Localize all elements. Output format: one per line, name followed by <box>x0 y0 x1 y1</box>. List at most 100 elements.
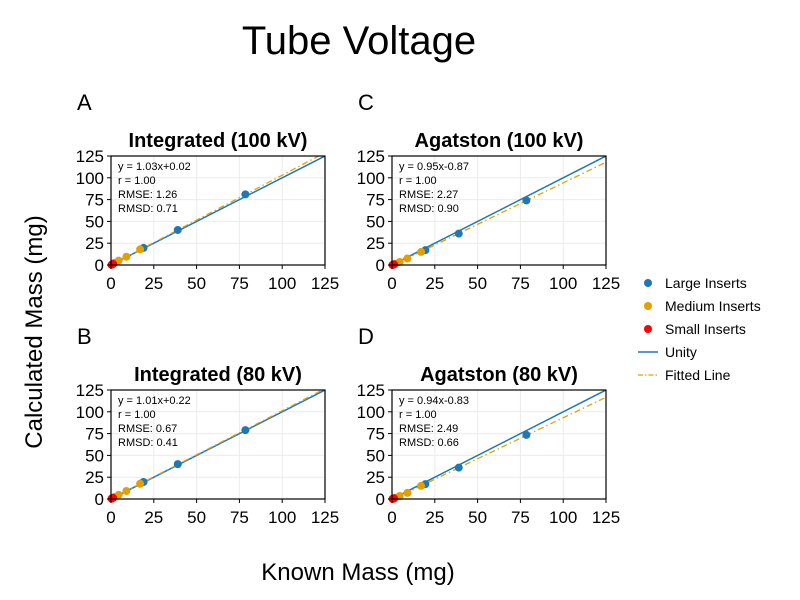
panel-letter: D <box>358 324 374 349</box>
plot-area <box>392 390 606 499</box>
x-tick-label: 75 <box>511 508 530 527</box>
stat-annotation: RMSE: 1.26 <box>118 189 177 201</box>
medium-insert-point <box>417 247 426 256</box>
legend-marker <box>644 302 652 310</box>
y-tick-label: 75 <box>366 425 385 444</box>
stat-annotation: RMSD: 0.41 <box>118 437 178 449</box>
x-tick-label: 0 <box>387 508 396 527</box>
legend-label: Large Inserts <box>665 275 747 291</box>
panel-d: D Agatston (80 kV) 0 25 50 75 100 125 0 25 50 75 100… <box>357 324 621 527</box>
small-insert-point <box>109 259 118 268</box>
small-insert-point <box>109 493 118 502</box>
stat-annotation: r = 1.00 <box>399 409 437 421</box>
stat-annotation: RMSE: 0.67 <box>118 423 177 435</box>
legend-item-large-inserts: Large Inserts <box>644 275 747 291</box>
x-tick-label: 50 <box>187 274 206 293</box>
large-insert-point <box>522 430 531 439</box>
y-tick-label: 0 <box>376 256 385 275</box>
panel-title: Agatston (100 kV) <box>415 130 584 152</box>
panels-group: A Integrated (100 kV) 0 25 50 75 100 125 0 25 50 75… <box>76 90 621 527</box>
x-tick-label: 25 <box>144 274 163 293</box>
x-tick-label: 100 <box>549 274 577 293</box>
large-insert-point <box>173 225 182 234</box>
x-tick-label: 125 <box>592 508 620 527</box>
legend-item-medium-inserts: Medium Inserts <box>644 298 761 314</box>
medium-insert-point <box>136 479 145 488</box>
panel-title: Agatston (80 kV) <box>420 364 578 386</box>
large-insert-point <box>241 190 250 199</box>
stat-annotation: r = 1.00 <box>118 175 156 187</box>
y-tick-label: 125 <box>357 147 385 166</box>
large-insert-point <box>241 426 250 435</box>
panel-a: A Integrated (100 kV) 0 25 50 75 100 125 0 25 50 75… <box>76 90 340 293</box>
y-tick-label: 25 <box>85 468 104 487</box>
y-tick-label: 25 <box>366 468 385 487</box>
plot-area <box>392 156 606 265</box>
panel-title: Integrated (80 kV) <box>134 364 302 386</box>
x-axis-title: Known Mass (mg) <box>261 559 454 586</box>
plot-frame <box>110 389 326 500</box>
x-tick-label: 125 <box>592 274 620 293</box>
stat-annotation: RMSD: 0.66 <box>399 437 459 449</box>
y-tick-label: 50 <box>366 446 385 465</box>
panel-b: B Integrated (80 kV) 0 25 50 75 100 125 0 25 50 75 1… <box>76 324 340 527</box>
fitted-line <box>392 161 606 265</box>
y-tick-label: 125 <box>76 147 104 166</box>
panel-title: Integrated (100 kV) <box>129 130 308 152</box>
small-insert-point <box>390 260 399 269</box>
plot-frame <box>391 155 607 266</box>
small-insert-point <box>390 494 399 503</box>
stat-annotation: RMSD: 0.71 <box>118 203 178 215</box>
medium-insert-point <box>136 245 145 254</box>
stat-annotation: RMSE: 2.49 <box>399 423 458 435</box>
y-tick-label: 75 <box>85 191 104 210</box>
y-tick-label: 50 <box>85 212 104 231</box>
panel-letter: C <box>358 90 374 115</box>
medium-insert-point <box>122 252 131 261</box>
y-tick-label: 0 <box>95 256 104 275</box>
panel-c: C Agatston (100 kV) 0 25 50 75 100 125 0 25 50 75 10… <box>357 90 621 293</box>
stat-annotation: r = 1.00 <box>118 409 156 421</box>
legend-item-fitted-line: Fitted Line <box>638 367 731 383</box>
y-tick-label: 75 <box>85 425 104 444</box>
legend-label: Medium Inserts <box>665 298 761 314</box>
stat-annotation: y = 0.94x-0.83 <box>399 395 469 407</box>
x-tick-label: 0 <box>106 508 115 527</box>
x-tick-label: 100 <box>549 508 577 527</box>
legend-label: Fitted Line <box>665 367 731 383</box>
panel-letter: B <box>77 324 92 349</box>
large-insert-point <box>454 229 463 238</box>
x-tick-label: 25 <box>144 508 163 527</box>
legend: Large Inserts Medium Inserts Small Inserts… <box>638 275 761 383</box>
stat-annotation: y = 1.01x+0.22 <box>118 395 191 407</box>
y-tick-label: 25 <box>366 234 385 253</box>
legend-label: Unity <box>665 344 697 360</box>
x-tick-label: 25 <box>425 274 444 293</box>
x-tick-label: 0 <box>387 274 396 293</box>
unity-line <box>392 390 606 499</box>
y-tick-label: 100 <box>357 403 385 422</box>
plot-frame <box>391 389 607 500</box>
y-tick-label: 50 <box>366 212 385 231</box>
medium-insert-point <box>403 488 412 497</box>
y-tick-label: 0 <box>376 490 385 509</box>
large-insert-point <box>522 196 531 205</box>
y-tick-label: 100 <box>357 169 385 188</box>
y-tick-label: 75 <box>366 191 385 210</box>
plot-frame <box>110 155 326 266</box>
y-tick-label: 50 <box>85 446 104 465</box>
x-tick-label: 75 <box>511 274 530 293</box>
x-tick-label: 25 <box>425 508 444 527</box>
x-tick-label: 125 <box>311 274 339 293</box>
large-insert-point <box>454 463 463 472</box>
medium-insert-point <box>417 481 426 490</box>
x-tick-label: 50 <box>468 274 487 293</box>
y-tick-label: 100 <box>76 403 104 422</box>
y-tick-label: 125 <box>357 381 385 400</box>
y-axis-title: Calculated Mass (mg) <box>21 215 48 448</box>
x-tick-label: 50 <box>468 508 487 527</box>
stat-annotation: y = 1.03x+0.02 <box>118 161 191 173</box>
legend-marker <box>644 279 652 287</box>
x-tick-label: 100 <box>268 508 296 527</box>
